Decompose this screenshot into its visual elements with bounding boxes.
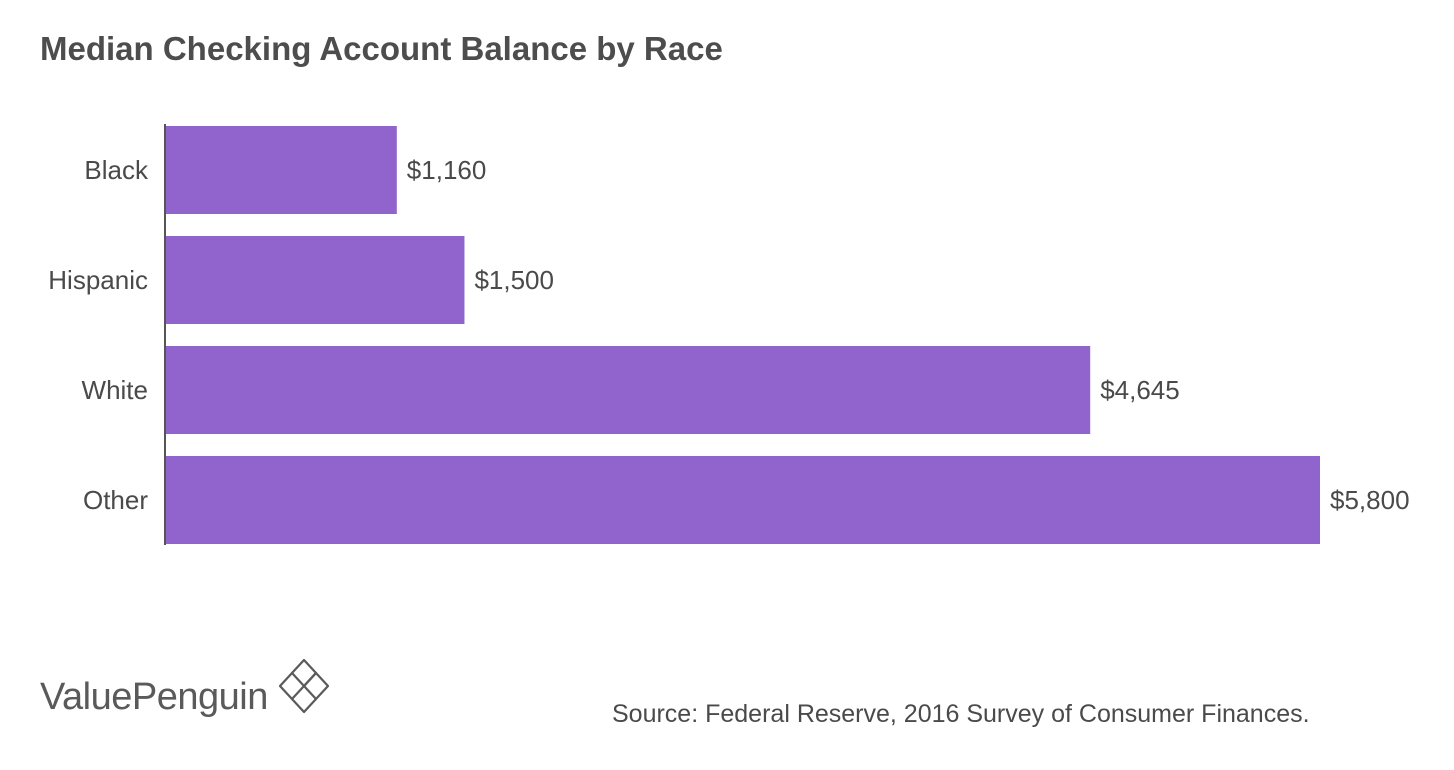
bar-black	[166, 126, 397, 214]
diamond-logo-icon	[278, 658, 330, 719]
bar-other	[166, 456, 1320, 544]
category-label-black: Black	[84, 155, 149, 185]
brand-logo: ValuePenguin	[40, 658, 330, 719]
category-label-other: Other	[83, 485, 148, 515]
brand-name: ValuePenguin	[40, 676, 268, 718]
value-label-black: $1,160	[407, 155, 487, 185]
bar-hispanic	[166, 236, 465, 324]
category-label-white: White	[82, 375, 148, 405]
value-label-other: $5,800	[1330, 485, 1410, 515]
category-label-hispanic: Hispanic	[48, 265, 148, 295]
source-note: Source: Federal Reserve, 2016 Survey of …	[612, 700, 1310, 728]
bar-chart: Black $1,160 Hispanic $1,500 White $4,645 Othe…	[48, 124, 1410, 545]
value-label-hispanic: $1,500	[474, 265, 554, 295]
value-label-white: $4,645	[1100, 375, 1180, 405]
chart-title: Median Checking Account Balance by Race	[40, 30, 723, 67]
bar-white	[166, 346, 1091, 434]
